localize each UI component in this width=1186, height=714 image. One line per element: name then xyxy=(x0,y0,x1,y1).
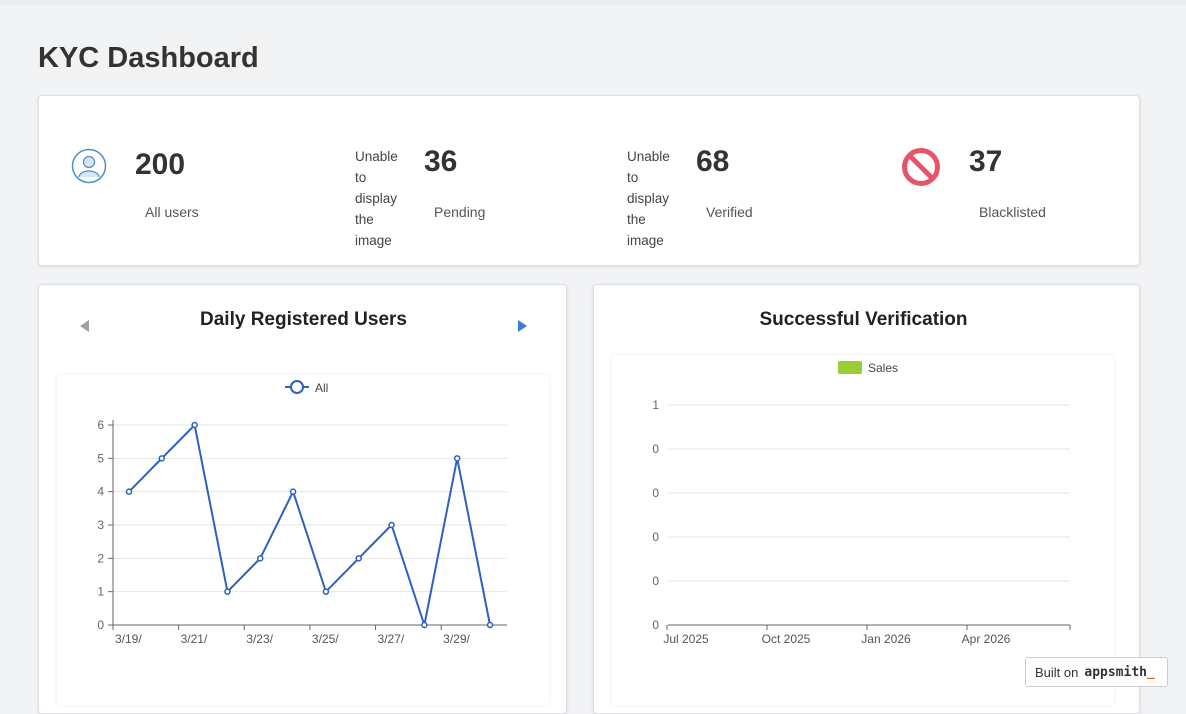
daily-users-title: Daily Registered Users xyxy=(200,309,407,330)
y-tick-label: 0 xyxy=(652,574,659,588)
data-point xyxy=(388,521,395,529)
y-tick-label: 0 xyxy=(652,618,659,632)
built-on-appsmith-badge[interactable]: Built on appsmith _ xyxy=(1025,657,1168,687)
y-tick-label: 2 xyxy=(97,551,104,565)
x-tick-label: Jul 2025 xyxy=(663,632,709,646)
blacklisted-count: 37 xyxy=(969,145,1003,178)
pending-image-broken: Unable to display the image xyxy=(355,146,415,251)
verified-image-broken: Unable to display the image xyxy=(627,146,687,251)
legend-swatch xyxy=(838,361,862,374)
verified-image-alt-2: to xyxy=(627,170,639,185)
y-tick-label: 1 xyxy=(97,585,104,599)
user-icon xyxy=(71,148,107,184)
y-tick-label: 1 xyxy=(652,398,659,412)
all-users-count: 200 xyxy=(135,148,186,181)
y-tick-label: 6 xyxy=(97,418,104,432)
pending-image-alt-3: display xyxy=(355,191,398,206)
y-tick-label: 0 xyxy=(652,530,659,544)
badge-cursor: _ xyxy=(1147,664,1155,680)
verified-image-alt-4: the xyxy=(627,212,646,227)
verified-count: 68 xyxy=(696,145,730,178)
all-users-label: All users xyxy=(145,204,199,220)
triangle-left-icon[interactable] xyxy=(79,318,91,334)
x-tick-label: 3/29/ xyxy=(443,632,470,646)
data-point xyxy=(224,588,231,595)
x-tick-label: 3/27/ xyxy=(378,632,405,646)
data-point xyxy=(322,588,330,595)
pending-image-alt-1: Unable xyxy=(355,149,398,164)
pending-image-alt-4: the xyxy=(355,212,374,227)
badge-prefix: Built on xyxy=(1035,664,1079,680)
blacklisted-label: Blacklisted xyxy=(979,204,1046,220)
badge-brand: appsmith xyxy=(1084,664,1147,680)
pending-image-alt-5: image xyxy=(355,233,392,248)
data-point xyxy=(453,455,461,462)
verification-bar-chart: Sales 1 0 0 0 0 0 Jul 2025 Oct 2025 Jan 2026 Apr 2… xyxy=(652,361,1071,646)
data-point xyxy=(421,621,428,629)
triangle-right-icon[interactable] xyxy=(516,318,528,334)
verified-image-alt-1: Unable xyxy=(627,149,670,164)
daily-users-chart-panel: All 0 1 2 3 4 5 6 3/19/3/21/3/23/3/25/3/27/3/29/ xyxy=(57,375,549,705)
x-tick-label: Apr 2026 xyxy=(962,632,1011,646)
data-point xyxy=(486,621,494,629)
x-tick-label: 3/21/ xyxy=(181,632,208,646)
legend-label-sales: Sales xyxy=(868,361,898,375)
x-tick-label: 3/23/ xyxy=(246,632,273,646)
page-title: KYC Dashboard xyxy=(38,42,259,74)
data-point xyxy=(355,555,362,562)
series-line-all xyxy=(128,422,491,629)
daily-users-line-chart: All 0 1 2 3 4 5 6 3/19/3/21/3/23/3/25/3/27/3/29/ xyxy=(97,380,507,646)
legend-label-all: All xyxy=(315,381,328,395)
verification-chart-panel: Sales 1 0 0 0 0 0 Jul 2025 Oct 2025 Jan 2026 Apr 2… xyxy=(612,355,1114,705)
pending-image-alt-2: to xyxy=(355,170,367,185)
verified-label: Verified xyxy=(706,204,753,220)
y-tick-label: 4 xyxy=(97,485,104,499)
data-point xyxy=(158,455,166,462)
y-tick-label: 5 xyxy=(97,451,104,465)
y-tick-label: 0 xyxy=(652,442,659,456)
pending-label: Pending xyxy=(434,204,486,220)
daily-users-card: Daily Registered Users All 0 1 2 3 4 5 6 3/19/3/… xyxy=(38,284,567,714)
verified-image-alt-3: display xyxy=(627,191,670,206)
x-tick-label: 3/19/ xyxy=(115,632,142,646)
x-tick-label: 3/25/ xyxy=(312,632,339,646)
y-tick-label: 0 xyxy=(97,618,104,632)
y-tick-label: 3 xyxy=(97,518,104,532)
block-icon xyxy=(902,148,940,186)
data-point xyxy=(289,488,297,495)
data-point xyxy=(191,421,198,429)
x-tick-label: Oct 2025 xyxy=(762,632,811,646)
top-strip xyxy=(0,0,1186,5)
data-point xyxy=(257,555,264,562)
data-point xyxy=(125,488,133,495)
y-tick-label: 0 xyxy=(652,486,659,500)
verification-title: Successful Verification xyxy=(759,309,968,330)
legend-marker xyxy=(290,380,304,394)
verified-image-alt-5: image xyxy=(627,233,664,248)
verification-card: Successful Verification Sales 1 0 0 0 0 0 Jul 2… xyxy=(593,284,1140,714)
x-tick-label: Jan 2026 xyxy=(861,632,911,646)
stats-card: 200 All users Unable to display the imag… xyxy=(38,95,1140,266)
pending-count: 36 xyxy=(424,145,458,178)
